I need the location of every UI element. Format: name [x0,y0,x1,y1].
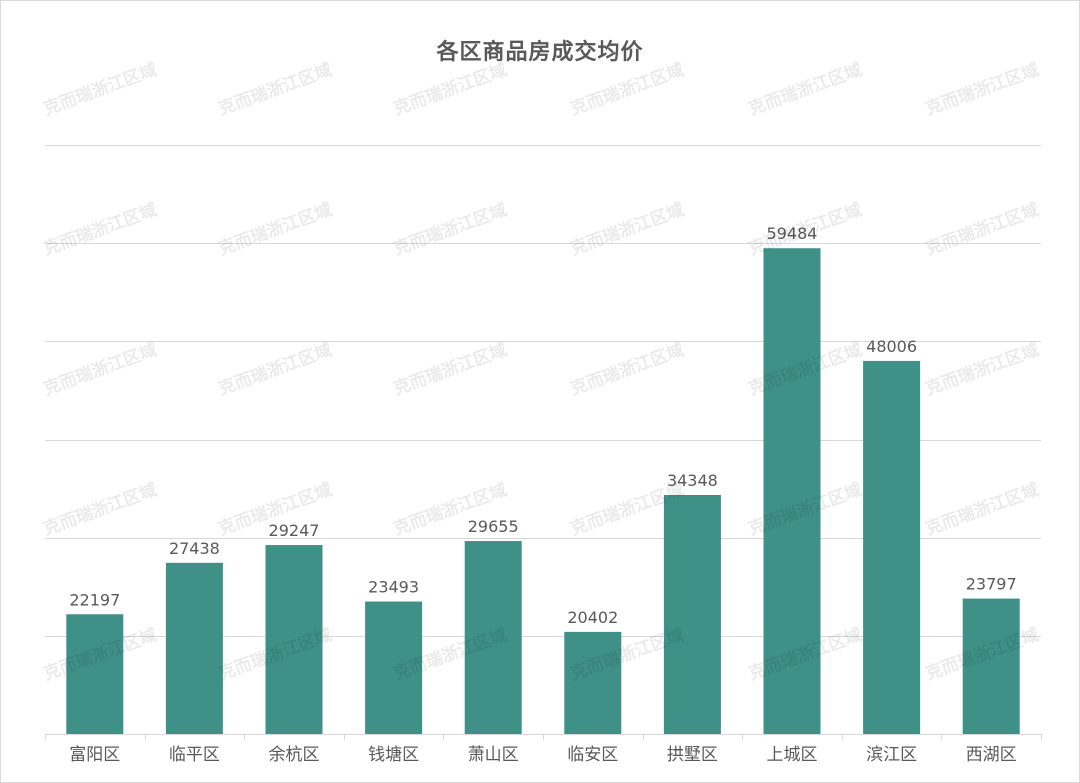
x-tick-label: 萧山区 [468,745,519,765]
x-tick-label: 临安区 [567,745,618,765]
data-label: 22197 [69,590,120,609]
data-label: 23797 [966,575,1017,594]
data-label: 34348 [667,471,718,490]
data-label: 29655 [468,517,519,536]
x-tick-label: 富阳区 [69,745,120,765]
bar [265,545,323,734]
x-tick-label: 西湖区 [966,745,1017,765]
data-label: 20402 [567,608,618,627]
data-label: 48006 [866,337,917,356]
bar [863,360,921,734]
chart-title: 各区商品房成交均价 [436,40,644,65]
bar [763,248,821,735]
x-tick-label: 余杭区 [269,745,320,765]
x-tick-label: 拱墅区 [667,745,718,765]
data-label: 23493 [368,578,419,597]
bar [66,614,124,734]
bar [365,601,423,734]
x-tick-label: 临平区 [169,745,220,765]
bar [564,631,622,734]
bar [962,598,1020,734]
data-label: 27438 [169,539,220,558]
data-label: 29247 [269,521,320,540]
x-tick-label: 滨江区 [866,745,917,765]
x-tick-label: 上城区 [767,745,818,765]
x-tick-label: 钱塘区 [368,745,419,765]
data-label: 59484 [767,224,818,243]
bar [464,541,522,734]
bar [165,562,223,734]
bar [663,494,721,734]
